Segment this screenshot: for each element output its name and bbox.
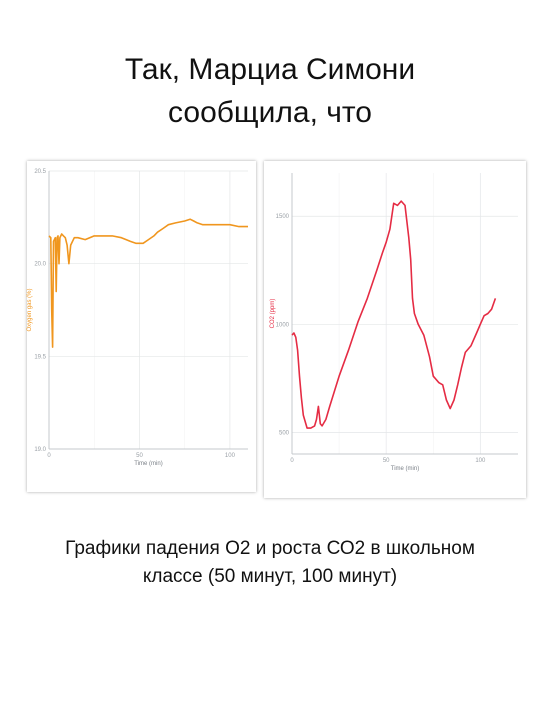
chart0-y-tick-label: 19.0 bbox=[34, 447, 46, 453]
chart0-y-axis-label: Oxygen gas (%) bbox=[27, 288, 33, 331]
co2-chart-svg: 500 1000 1500 0 50 100 Time (min) CO2 (ppm) bbox=[270, 173, 518, 472]
chart1-x-tick-label: 100 bbox=[475, 458, 486, 464]
chart0-x-axis-label: Time (min) bbox=[134, 461, 162, 467]
chart1-x-tick-label: 50 bbox=[383, 458, 390, 464]
chart1-y-tick-label: 1000 bbox=[276, 322, 290, 328]
slide-caption: Графики падения О2 и роста СО2 в школьно… bbox=[20, 535, 520, 591]
title-line-1: Так, Марциа Симони bbox=[124, 53, 416, 86]
chart0-y-tick-label: 19.5 bbox=[34, 354, 46, 360]
oxygen-chart: 19.0 19.5 20.0 20.5 0 50 100 Time (min) Oxygen g… bbox=[27, 161, 256, 492]
caption-line-2: классе (50 минут, 100 минут) bbox=[142, 566, 398, 587]
chart0-x-tick-label: 50 bbox=[136, 453, 143, 459]
caption-line-1: Графики падения О2 и роста СО2 в школьно… bbox=[65, 538, 475, 559]
chart0-series-line bbox=[48, 218, 248, 348]
oxygen-chart-svg: 19.0 19.5 20.0 20.5 0 50 100 Time (min) Oxygen g… bbox=[27, 169, 248, 467]
slide-title: Так, Марциа Симони сообщила, что bbox=[0, 48, 540, 134]
chart1-y-tick-label: 1500 bbox=[276, 214, 290, 220]
chart1-x-tick-label: 0 bbox=[290, 458, 294, 464]
chart1-y-tick-label: 500 bbox=[279, 430, 290, 436]
title-line-2: сообщила, что bbox=[168, 96, 372, 129]
chart0-x-tick-label: 100 bbox=[225, 453, 236, 459]
co2-chart: 500 1000 1500 0 50 100 Time (min) CO2 (ppm) bbox=[264, 161, 526, 498]
chart0-y-tick-label: 20.0 bbox=[34, 262, 46, 268]
chart1-y-axis-label: CO2 (ppm) bbox=[270, 299, 276, 329]
chart1-series-line bbox=[291, 200, 497, 429]
chart0-x-tick-label: 0 bbox=[47, 453, 51, 459]
chart0-y-tick-label: 20.5 bbox=[34, 169, 46, 175]
chart1-x-axis-label: Time (min) bbox=[391, 466, 419, 472]
